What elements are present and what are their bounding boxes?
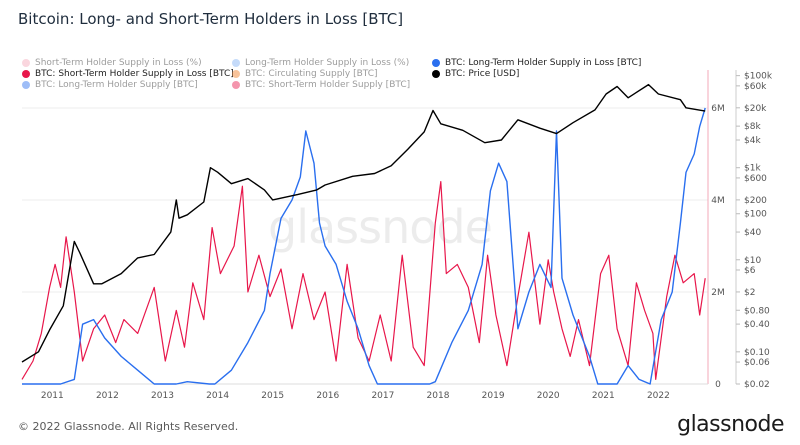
y-left-tick-label: 0 bbox=[715, 380, 721, 390]
x-tick-label: 2015 bbox=[261, 391, 284, 401]
legend-label: BTC: Long-Term Holder Supply [BTC] bbox=[35, 80, 198, 90]
legend-item[interactable]: Long-Term Holder Supply in Loss (%) bbox=[232, 58, 409, 68]
y-right-tick-label: $100 bbox=[744, 210, 767, 220]
y-right-tick-label: $10 bbox=[744, 256, 761, 266]
legend-item[interactable]: BTC: Long-Term Holder Supply [BTC] bbox=[22, 80, 198, 90]
y-right-tick-label: $8k bbox=[744, 122, 761, 132]
legend-label: BTC: Short-Term Holder Supply [BTC] bbox=[245, 80, 411, 90]
y-right-tick-label: $4k bbox=[744, 136, 761, 146]
legend-label: BTC: Long-Term Holder Supply in Loss [BT… bbox=[445, 58, 642, 68]
x-tick-label: 2017 bbox=[371, 391, 394, 401]
legend-marker-icon bbox=[232, 81, 240, 89]
legend-marker-icon bbox=[22, 59, 30, 67]
lth-supply-in-loss-line bbox=[22, 107, 706, 385]
legend-marker-icon bbox=[232, 59, 240, 67]
y-right-tick-label: $6 bbox=[744, 266, 756, 276]
x-tick-label: 2012 bbox=[96, 391, 119, 401]
legend-item[interactable]: BTC: Short-Term Holder Supply [BTC] bbox=[232, 80, 410, 90]
y-right-tick-label: $0.10 bbox=[744, 348, 770, 358]
x-tick-label: 2013 bbox=[151, 391, 174, 401]
y-right-tick-label: $20k bbox=[744, 104, 767, 114]
legend-label: BTC: Circulating Supply [BTC] bbox=[245, 69, 378, 79]
y-right-tick-label: $0.06 bbox=[744, 358, 770, 368]
x-tick-label: 2011 bbox=[41, 391, 64, 401]
legend-marker-icon bbox=[22, 70, 30, 78]
price-line bbox=[21, 83, 706, 363]
legend-marker-icon bbox=[432, 70, 440, 78]
x-tick-label: 2021 bbox=[592, 391, 615, 401]
x-tick-label: 2018 bbox=[427, 391, 450, 401]
y-right-tick-label: $2 bbox=[744, 288, 755, 298]
y-right-tick-label: $0.40 bbox=[744, 320, 770, 330]
y-right-tick-label: $100k bbox=[744, 72, 773, 82]
x-tick-label: 2020 bbox=[537, 391, 560, 401]
legend-label: Long-Term Holder Supply in Loss (%) bbox=[245, 58, 410, 68]
y-right-tick-label: $200 bbox=[744, 196, 767, 206]
y-right-tick-label: $1k bbox=[744, 164, 761, 174]
legend-item[interactable]: BTC: Circulating Supply [BTC] bbox=[232, 69, 378, 79]
legend-label: BTC: Short-Term Holder Supply in Loss [B… bbox=[35, 69, 234, 79]
legend-item[interactable]: BTC: Price [USD] bbox=[432, 69, 519, 79]
legend-marker-icon bbox=[432, 59, 440, 67]
legend-item[interactable]: BTC: Short-Term Holder Supply in Loss [B… bbox=[22, 69, 234, 79]
legend-marker-icon bbox=[22, 81, 30, 89]
sth-supply-in-loss-line bbox=[21, 181, 706, 380]
x-tick-label: 2019 bbox=[482, 391, 505, 401]
x-tick-label: 2022 bbox=[647, 391, 670, 401]
y-left-tick-label: 6M bbox=[711, 104, 725, 114]
copyright-footer: © 2022 Glassnode. All Rights Reserved. bbox=[18, 420, 239, 433]
chart-title: Bitcoin: Long- and Short-Term Holders in… bbox=[18, 10, 404, 28]
brand-logo: glassnode bbox=[677, 412, 784, 437]
legend-label: Short-Term Holder Supply in Loss (%) bbox=[35, 58, 202, 68]
x-tick-label: 2014 bbox=[206, 391, 229, 401]
legend-item[interactable]: BTC: Long-Term Holder Supply in Loss [BT… bbox=[432, 58, 641, 68]
y-right-tick-label: $0.80 bbox=[744, 306, 770, 316]
y-right-tick-label: $40 bbox=[744, 228, 761, 238]
y-right-tick-label: $60k bbox=[744, 82, 767, 92]
y-right-tick-label: $600 bbox=[744, 174, 767, 184]
x-tick-label: 2016 bbox=[316, 391, 339, 401]
y-left-tick-label: 4M bbox=[711, 196, 725, 206]
y-right-tick-label: $0.02 bbox=[744, 380, 770, 390]
legend-label: BTC: Price [USD] bbox=[445, 69, 520, 79]
legend-item[interactable]: Short-Term Holder Supply in Loss (%) bbox=[22, 58, 202, 68]
y-left-tick-label: 2M bbox=[711, 288, 725, 298]
legend-marker-icon bbox=[232, 70, 240, 78]
